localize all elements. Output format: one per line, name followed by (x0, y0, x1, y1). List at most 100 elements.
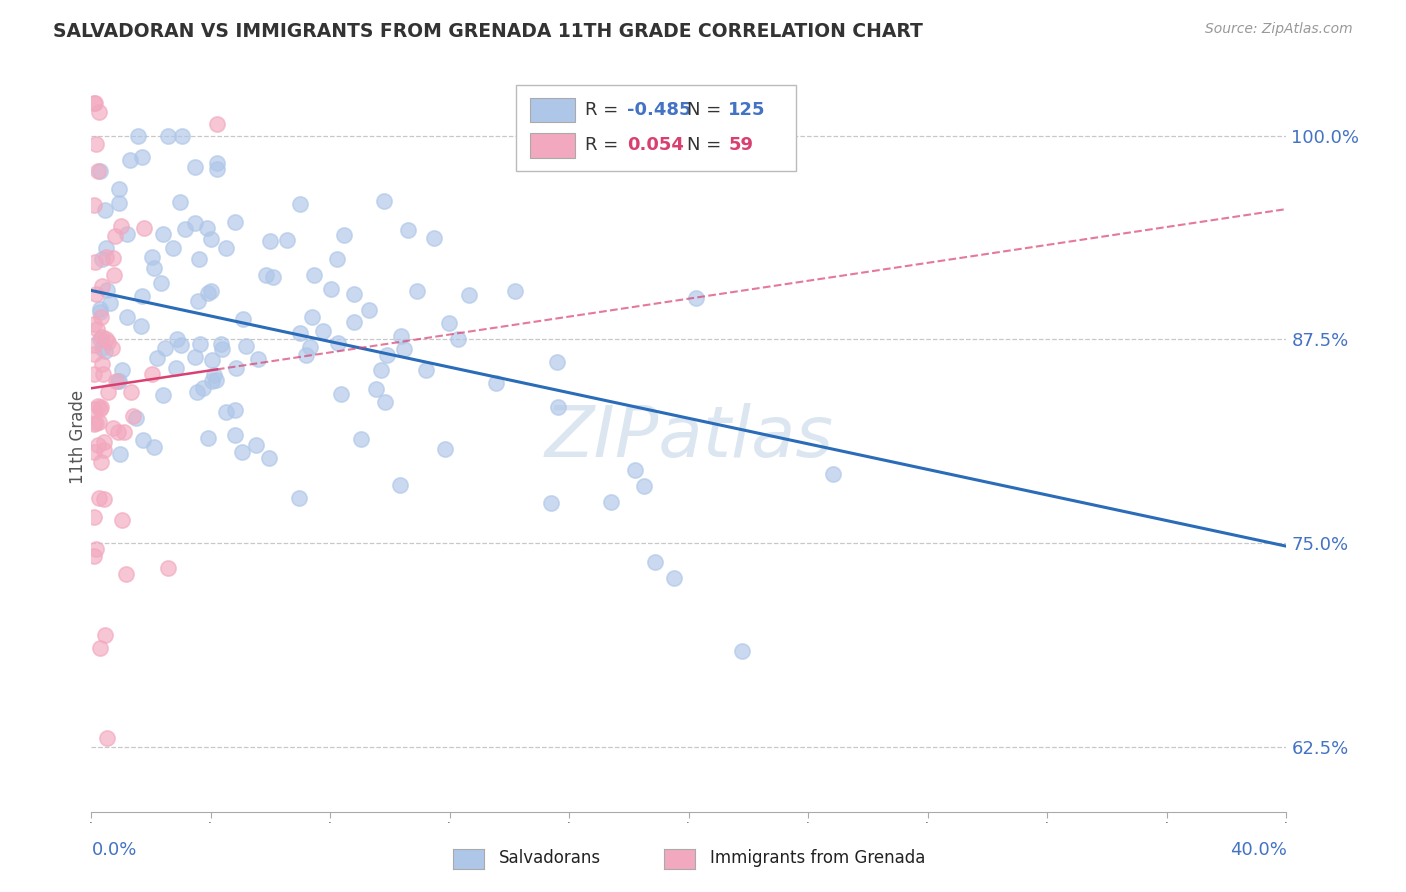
Point (141, 368, 163, 382)
Point (131, 150, 153, 164)
Point (83, 367, 105, 381)
Point (205, 117, 228, 131)
Point (162, 241, 184, 255)
Point (364, 382, 387, 396)
Point (84, 255, 107, 269)
Point (505, 285, 527, 299)
Point (107, 182, 129, 196)
Point (200, 284, 222, 298)
Point (101, 342, 124, 356)
Point (343, 287, 366, 301)
Point (114, 567, 136, 582)
Point (547, 401, 569, 415)
Text: N =: N = (686, 101, 727, 119)
Point (644, 555, 666, 569)
Point (235, 338, 257, 352)
Point (83, 96, 105, 111)
Point (90, 357, 112, 371)
Point (321, 282, 343, 296)
Point (156, 128, 179, 143)
Point (83, 549, 105, 563)
Point (89, 302, 111, 317)
Point (93, 492, 115, 507)
Point (377, 348, 399, 362)
Point (304, 268, 326, 282)
Point (186, 384, 208, 399)
Point (405, 284, 427, 298)
Point (105, 374, 128, 388)
Point (201, 374, 224, 388)
Point (83, 510, 105, 524)
Point (224, 215, 246, 229)
Point (83, 338, 105, 352)
Point (633, 479, 655, 493)
Point (447, 332, 470, 346)
Point (93, 344, 115, 359)
Point (91, 252, 114, 267)
Point (290, 197, 312, 211)
Point (146, 351, 169, 365)
Point (94, 241, 117, 255)
Point (415, 363, 437, 377)
Point (141, 251, 163, 265)
Point (87, 491, 110, 506)
Point (90, 455, 112, 469)
Point (129, 318, 152, 333)
Point (108, 447, 131, 461)
Point (370, 363, 392, 377)
Point (98, 296, 121, 310)
Point (94, 628, 117, 642)
Point (117, 310, 139, 324)
Text: Immigrants from Grenada: Immigrants from Grenada (710, 849, 925, 867)
Point (91, 279, 114, 293)
Point (357, 303, 380, 318)
Point (152, 227, 174, 241)
Point (93, 443, 115, 458)
Point (211, 342, 233, 356)
Point (333, 228, 356, 243)
Point (600, 495, 623, 509)
Point (89, 163, 111, 178)
Point (685, 291, 707, 305)
Point (91, 341, 114, 355)
Point (84, 137, 107, 152)
Point (389, 329, 412, 343)
Point (195, 220, 218, 235)
Text: 0.054: 0.054 (627, 136, 683, 153)
Point (96, 284, 118, 298)
Point (540, 496, 562, 510)
Point (209, 337, 232, 351)
Point (131, 289, 153, 303)
Point (152, 388, 174, 402)
Text: 40.0%: 40.0% (1230, 841, 1286, 859)
Point (325, 252, 347, 267)
Point (103, 268, 125, 283)
Point (84, 541, 107, 556)
Point (232, 312, 254, 326)
Point (396, 223, 419, 237)
Point (94, 203, 117, 218)
Text: SALVADORAN VS IMMIGRANTS FROM GRENADA 11TH GRADE CORRELATION CHART: SALVADORAN VS IMMIGRANTS FROM GRENADA 11… (53, 22, 924, 41)
Point (89, 332, 111, 346)
Point (290, 326, 312, 341)
Point (110, 219, 132, 233)
Point (89, 402, 111, 417)
Point (122, 409, 145, 423)
Point (215, 405, 238, 419)
Point (87, 104, 110, 119)
Point (201, 353, 224, 368)
Point (245, 438, 267, 452)
Point (127, 128, 149, 143)
Point (821, 467, 844, 481)
Point (107, 374, 129, 388)
Point (87, 438, 110, 452)
Point (187, 293, 209, 308)
Point (288, 491, 311, 505)
Point (166, 333, 188, 347)
Point (165, 361, 187, 376)
Point (111, 363, 134, 377)
Point (394, 343, 416, 357)
Point (350, 432, 373, 446)
Point (326, 335, 349, 350)
Point (662, 571, 685, 585)
